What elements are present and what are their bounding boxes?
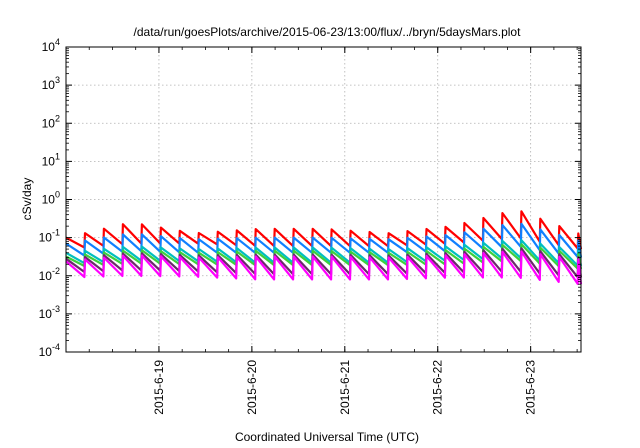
- y-tick-exponent: -1: [52, 228, 60, 238]
- y-tick-label: 10-2: [39, 266, 60, 283]
- x-tick-label: 2015-6-19: [152, 360, 166, 415]
- y-tick-base: 10: [42, 78, 56, 92]
- y-tick-exponent: -4: [52, 342, 60, 352]
- y-tick-label: 100: [42, 190, 60, 207]
- y-tick-label: 104: [42, 37, 60, 54]
- y-tick-base: 10: [39, 231, 53, 245]
- y-tick-base: 10: [42, 154, 56, 168]
- y-tick-label: 102: [42, 113, 60, 130]
- chart-title: /data/run/goesPlots/archive/2015-06-23/1…: [134, 25, 522, 39]
- y-tick-base: 10: [39, 307, 53, 321]
- y-tick-base: 10: [42, 116, 56, 130]
- y-tick-label: 10-3: [39, 304, 60, 321]
- y-tick-label: 10-1: [39, 228, 60, 245]
- series-line: [65, 250, 583, 285]
- y-tick-exponent: 2: [55, 113, 60, 123]
- series-layer: [65, 210, 583, 285]
- plot-area: [65, 46, 583, 353]
- axis-ticks: [65, 46, 581, 353]
- y-tick-label: 103: [42, 75, 60, 92]
- y-tick-exponent: -3: [52, 304, 60, 314]
- y-axis-label: cSv/day: [20, 178, 34, 221]
- y-tick-base: 10: [42, 40, 56, 54]
- x-axis-label: Coordinated Universal Time (UTC): [235, 430, 419, 444]
- y-tick-exponent: 0: [55, 190, 60, 200]
- y-tick-exponent: 1: [55, 151, 60, 161]
- y-tick-exponent: 4: [55, 37, 60, 47]
- y-tick-exponent: 3: [55, 75, 60, 85]
- x-tick-labels: 2015-6-19 2015-6-20 2015-6-21 2015-6-22 2015…: [152, 360, 538, 415]
- x-tick-label: 2015-6-20: [245, 360, 259, 415]
- x-tick-label: 2015-6-21: [338, 360, 352, 415]
- y-tick-base: 10: [42, 193, 56, 207]
- y-tick-exponent: -2: [52, 266, 60, 276]
- y-tick-label: 10-4: [39, 342, 60, 359]
- x-tick-label: 2015-6-23: [524, 360, 538, 415]
- y-tick-label: 101: [42, 151, 60, 168]
- y-tick-base: 10: [39, 345, 53, 359]
- y-tick-base: 10: [39, 269, 53, 283]
- x-tick-label: 2015-6-22: [431, 360, 445, 415]
